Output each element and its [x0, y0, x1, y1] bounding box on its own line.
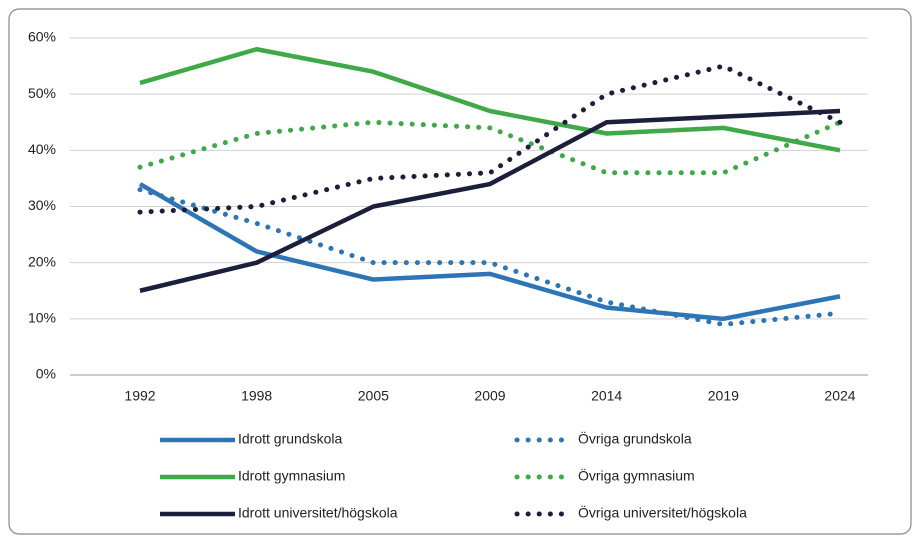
- x-tick-label: 2014: [591, 388, 622, 404]
- y-tick-label: 40%: [28, 141, 56, 157]
- line-series: [139, 46, 841, 153]
- legend-label: Idrott grundskola: [238, 431, 342, 447]
- x-tick-label: 2019: [708, 388, 739, 404]
- y-tick-label: 50%: [28, 85, 56, 101]
- y-tick-label: 0%: [36, 366, 56, 382]
- y-tick-label: 20%: [28, 253, 56, 269]
- x-tick-label: 2009: [474, 388, 505, 404]
- x-tick-label: 2024: [824, 388, 855, 404]
- line-series: [137, 187, 843, 327]
- line-series: [139, 108, 841, 293]
- y-tick-label: 30%: [28, 197, 56, 213]
- legend-label: Övriga grundskola: [578, 430, 692, 447]
- line-series: [138, 182, 841, 322]
- chart-frame: [8, 8, 912, 535]
- line-series: [137, 63, 843, 215]
- line-series: [137, 119, 843, 176]
- legend-label: Övriga gymnasium: [578, 467, 695, 484]
- legend-label: Övriga universitet/högskola: [578, 504, 747, 521]
- x-tick-label: 1992: [124, 388, 155, 404]
- y-tick-label: 60%: [28, 29, 56, 45]
- legend-label: Idrott universitet/högskola: [238, 505, 398, 521]
- x-tick-label: 2005: [358, 388, 389, 404]
- legend-label: Idrott gymnasium: [238, 468, 345, 484]
- x-tick-label: 1998: [241, 388, 272, 404]
- y-tick-label: 10%: [28, 310, 56, 326]
